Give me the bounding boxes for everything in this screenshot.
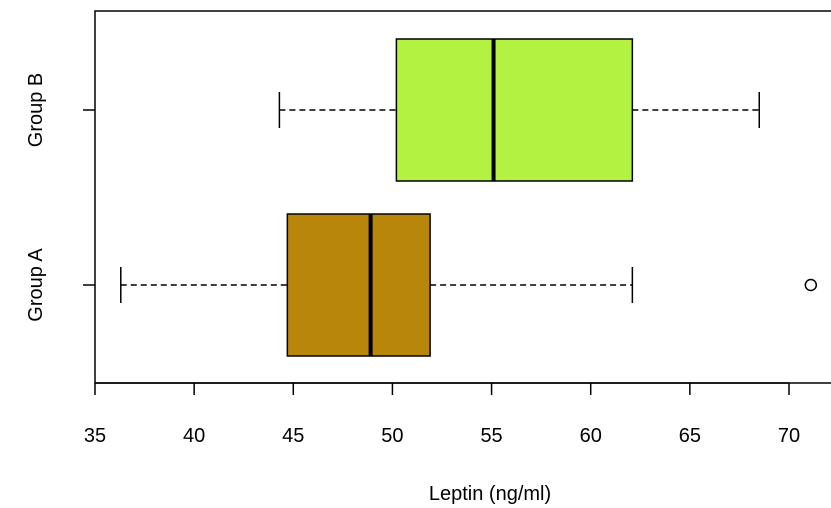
iqr-box-group-a [286, 213, 431, 357]
x-tick-label-65: 65 [679, 425, 701, 447]
x-tick-label-35: 35 [84, 425, 106, 447]
x-tick-label-70: 70 [778, 425, 800, 447]
iqr-box-group-b [395, 38, 634, 182]
outlier-point-group-a-0 [804, 278, 818, 292]
y-axis: Group A Group B [25, 73, 95, 322]
x-tick-label-50: 50 [381, 425, 403, 447]
x-tick-label-60: 60 [580, 425, 602, 447]
x-tick-label-40: 40 [183, 425, 205, 447]
box-group-a [120, 213, 818, 357]
box-group-b [278, 38, 761, 182]
x-axis-label: Leptin (ng/ml) [429, 483, 551, 505]
boxes-layer [120, 38, 818, 357]
x-tick-label-45: 45 [282, 425, 304, 447]
y-tick-label-group-a: Group A [25, 248, 47, 322]
x-tick-label-55: 55 [480, 425, 502, 447]
y-tick-label-group-b: Group B [25, 73, 47, 147]
x-axis: 35 40 45 50 55 60 65 70 [84, 382, 800, 447]
